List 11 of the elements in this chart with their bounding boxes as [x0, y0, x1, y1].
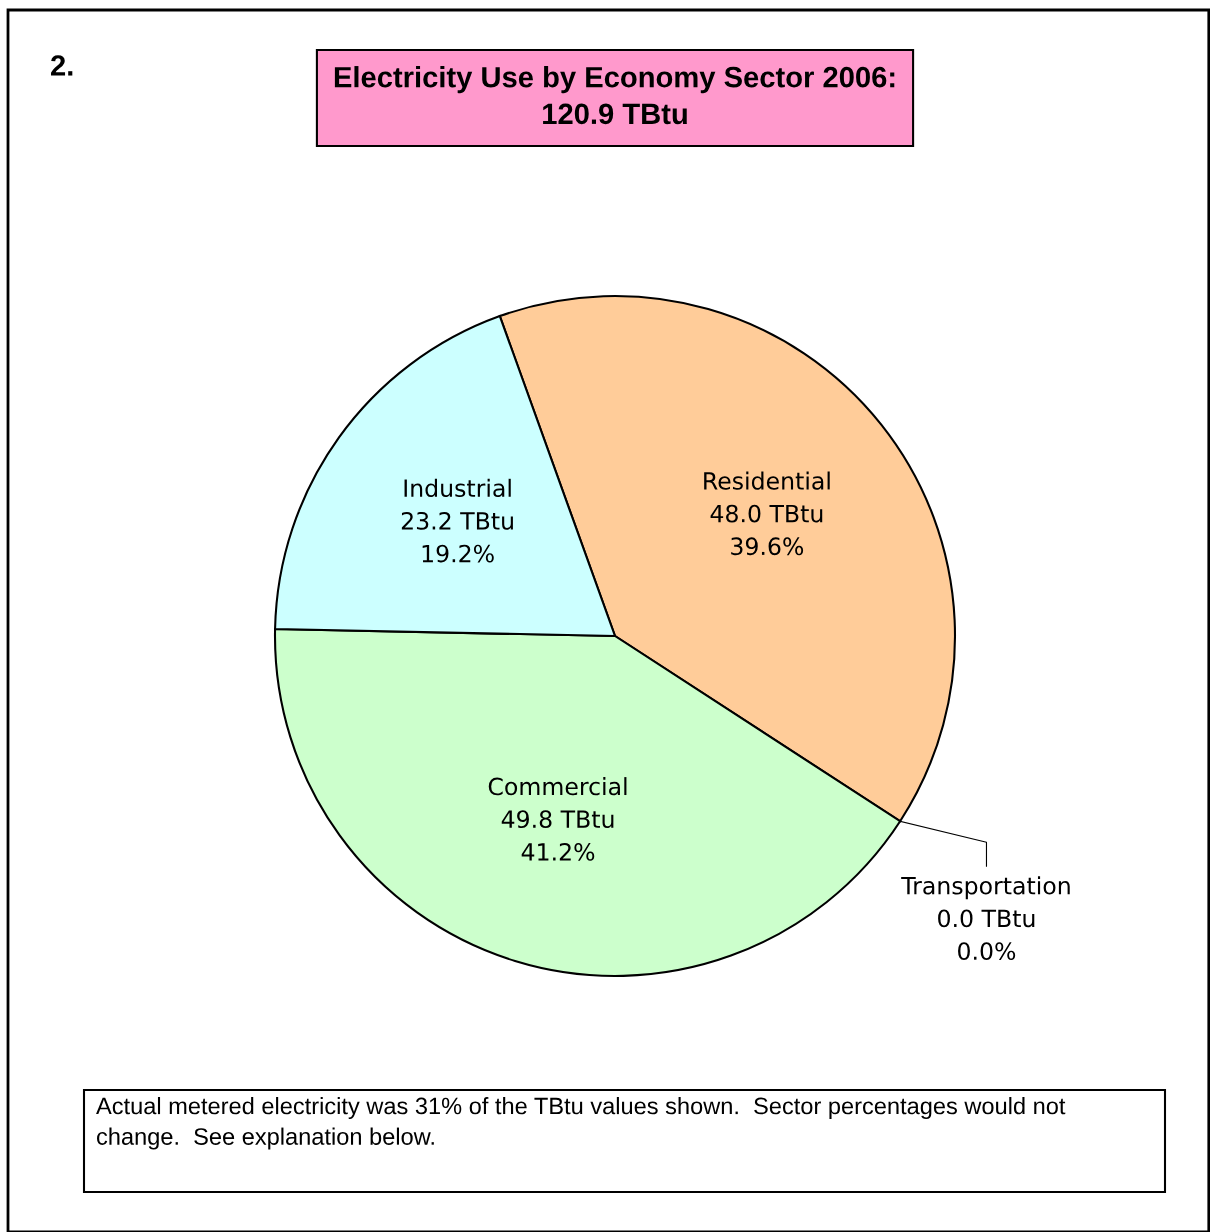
- data-label: 49.8 TBtu 41.2%: [501, 810, 614, 861]
- legend-label: Transportation: [901, 876, 1070, 900]
- text: Actual metered electricity was 31% of the TBtu values shown. Sector percentages would not change. See explanation below.: [96, 1097, 1066, 1150]
- data-label: 48.0 TBtu 39.6%: [710, 504, 823, 556]
- slice-label: Commercial: [488, 777, 627, 796]
- text: 2.: [51, 55, 73, 76]
- slice-label: Industrial: [404, 478, 511, 498]
- text: 0.0 TBtu 0.0%: [938, 909, 1035, 961]
- data-label: 23.2 TBtu 19.2%: [401, 511, 513, 563]
- slice-label: Residential: [704, 471, 830, 490]
- chart-title: Electricity Use by Economy Sector 2006: 120.9 TBtu: [334, 66, 895, 125]
